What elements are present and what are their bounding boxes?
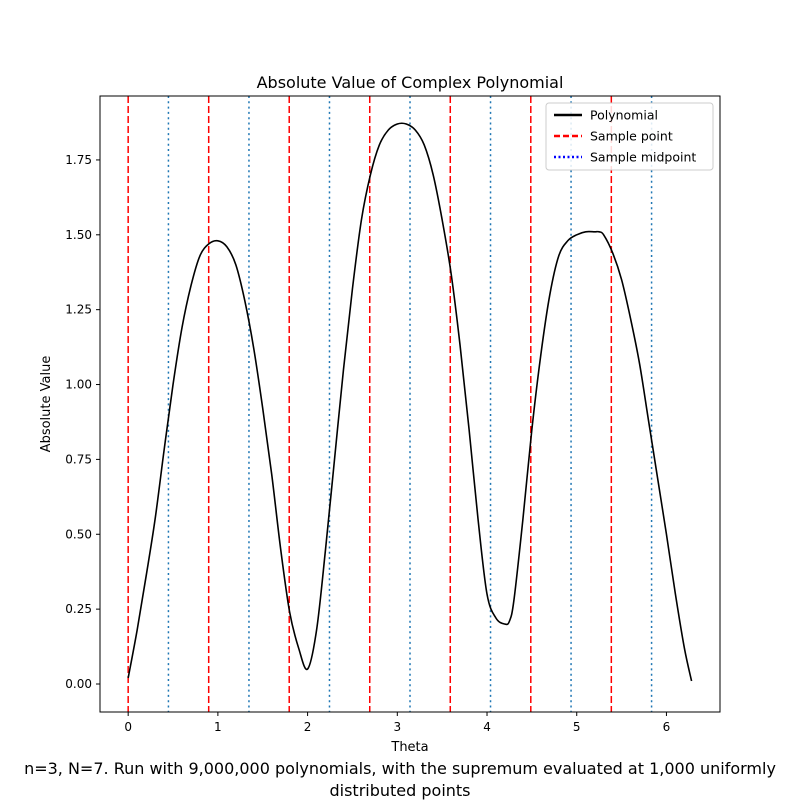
legend: Polynomial Sample point Sample midpoint [545, 102, 714, 171]
legend-sample-point-label: Sample point [590, 129, 673, 144]
y-tick-label: 1.00 [65, 378, 92, 392]
y-tick-label: 1.75 [65, 153, 92, 167]
caption-line-2: distributed points [329, 781, 471, 800]
x-tick-label: 1 [214, 720, 222, 734]
x-tick-label: 0 [124, 720, 132, 734]
y-axis-label: Absolute Value [39, 356, 54, 453]
polynomial-curve-layer [127, 122, 693, 682]
x-axis: 0 1 2 3 4 5 6 [124, 712, 670, 734]
x-axis-label: Theta [390, 740, 428, 755]
legend-polynomial-label: Polynomial [590, 108, 658, 123]
y-tick-label: 1.25 [65, 303, 92, 317]
x-tick-label: 2 [304, 720, 312, 734]
sample-lines-layer [127, 96, 653, 712]
y-tick-label: 0.00 [65, 677, 92, 691]
y-axis: 0.00 0.25 0.50 0.75 1.00 1.25 1.50 1.75 [65, 153, 100, 691]
y-tick-label: 1.50 [65, 228, 92, 242]
y-tick-label: 0.50 [65, 527, 92, 541]
figure-caption: n=3, N=7. Run with 9,000,000 polynomials… [0, 758, 800, 802]
y-tick-label: 0.25 [65, 602, 92, 616]
x-tick-label: 5 [573, 720, 581, 734]
caption-line-1: n=3, N=7. Run with 9,000,000 polynomials… [24, 759, 776, 778]
x-tick-label: 4 [483, 720, 491, 734]
x-tick-label: 6 [663, 720, 671, 734]
legend-sample-midpoint-label: Sample midpoint [590, 150, 696, 165]
chart-title: Absolute Value of Complex Polynomial [257, 73, 564, 92]
plot-frame [99, 95, 721, 713]
polynomial-series-line [127, 122, 693, 682]
legend-box [545, 102, 714, 171]
x-tick-label: 3 [393, 720, 401, 734]
y-tick-label: 0.75 [65, 452, 92, 466]
